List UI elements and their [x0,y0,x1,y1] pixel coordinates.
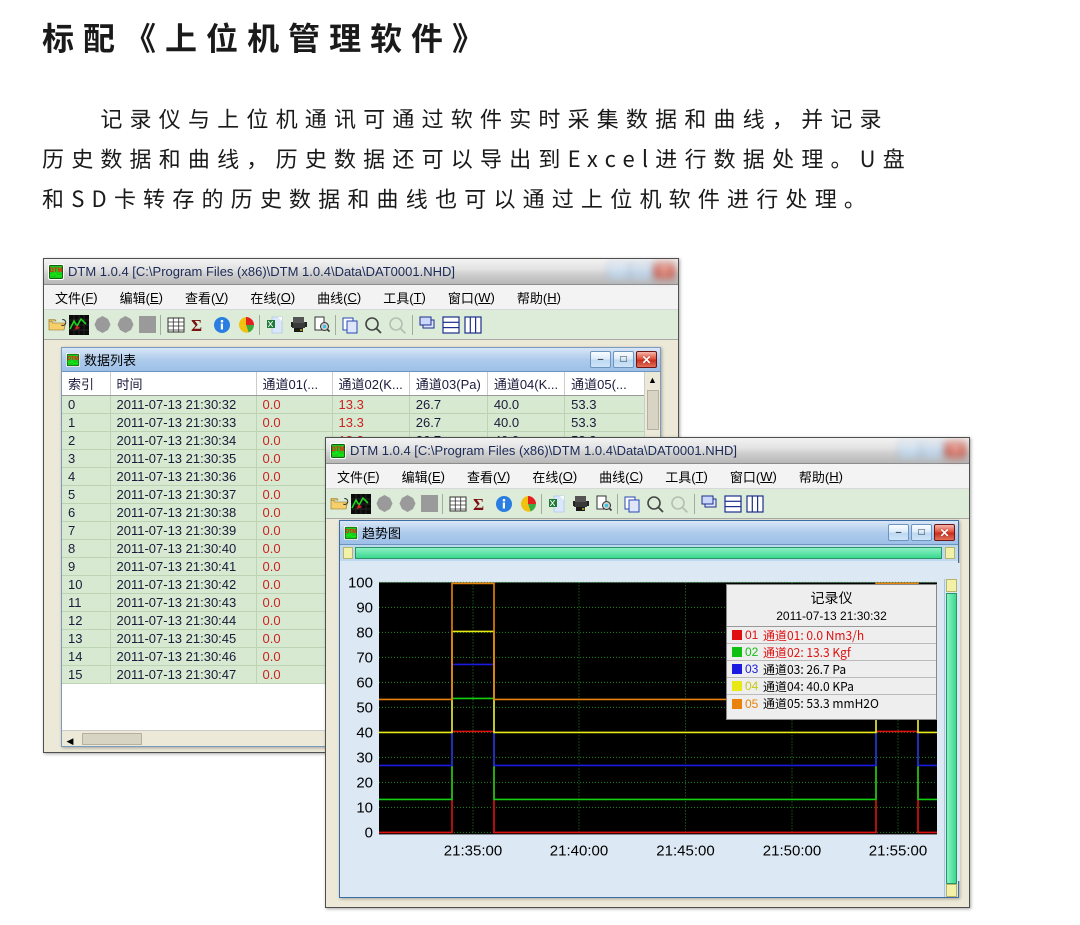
svg-text:DTM: DTM [345,529,357,535]
svg-text:DTM: DTM [332,447,345,453]
svg-text:60: 60 [356,674,373,691]
svg-text:0: 0 [365,824,373,841]
svg-text:100: 100 [348,574,373,591]
svg-text:Σ: Σ [191,316,202,334]
svg-text:70: 70 [356,649,373,666]
svg-text:40: 40 [356,724,373,741]
svg-text:21:55:00: 21:55:00 [869,842,927,859]
svg-text:80: 80 [356,624,373,641]
svg-text:Σ: Σ [473,495,484,513]
svg-text:21:50:00: 21:50:00 [763,842,821,859]
svg-text:DTM: DTM [67,356,79,362]
svg-text:50: 50 [356,699,373,716]
svg-text:21:35:00: 21:35:00 [444,842,502,859]
svg-text:DTM: DTM [50,268,63,274]
svg-text:21:45:00: 21:45:00 [656,842,714,859]
svg-text:21:40:00: 21:40:00 [550,842,608,859]
svg-text:90: 90 [356,599,373,616]
svg-text:10: 10 [356,799,373,816]
svg-text:30: 30 [356,749,373,766]
svg-text:20: 20 [356,774,373,791]
